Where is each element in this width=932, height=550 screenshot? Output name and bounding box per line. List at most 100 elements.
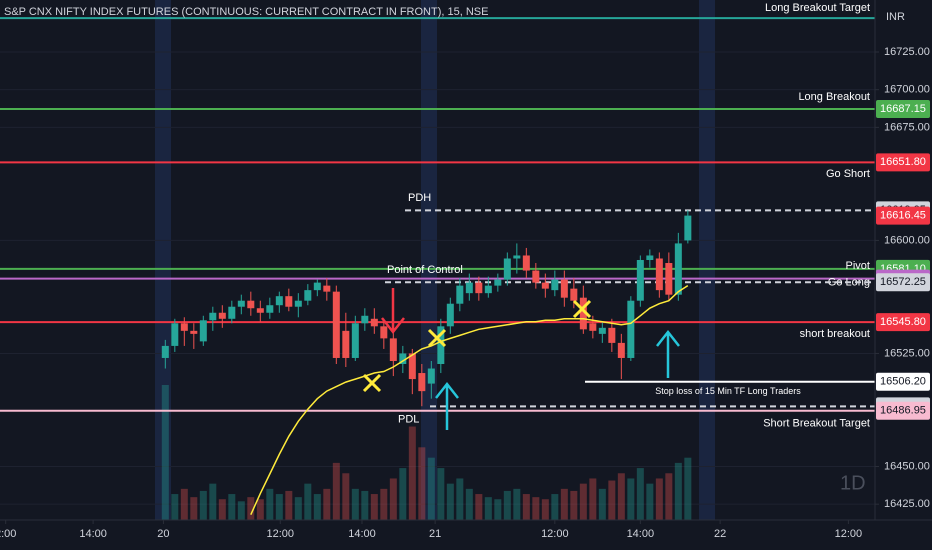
- price-tag: [876, 401, 930, 420]
- volume-bar: [361, 490, 369, 520]
- session-band: [699, 0, 715, 520]
- level-label: Go Short: [826, 168, 870, 180]
- level-label: Long Breakout Target: [765, 2, 870, 14]
- candle-body: [427, 368, 435, 384]
- volume-bar: [161, 385, 169, 520]
- x-tick-label: 12:00: [541, 528, 569, 540]
- candle-body: [532, 270, 540, 283]
- candle-body: [361, 315, 369, 324]
- price-tag-label: 16616.45: [880, 210, 926, 222]
- candle-body: [570, 288, 578, 301]
- volume-bar: [294, 497, 302, 520]
- volume-bar: [570, 490, 578, 520]
- candle-body: [342, 330, 350, 358]
- candle-body: [418, 373, 426, 392]
- volume-bar: [171, 494, 179, 520]
- candle-body: [190, 330, 198, 334]
- volume-bar: [180, 488, 188, 520]
- currency: INR: [886, 11, 905, 23]
- watermark: 1D: [840, 472, 866, 494]
- moving-average: [250, 284, 689, 516]
- candle-body: [209, 312, 217, 321]
- volume-bar: [256, 499, 264, 520]
- up-arrow: [656, 329, 680, 378]
- price-tag: [876, 273, 930, 292]
- volume-bar: [370, 494, 378, 520]
- volume-bar: [446, 483, 454, 520]
- volume-bar: [332, 462, 340, 520]
- y-tick-label: 16600.00: [884, 234, 930, 246]
- level-label: PDL: [398, 413, 419, 425]
- y-tick-label: 16675.00: [884, 121, 930, 133]
- volume-bar: [199, 490, 207, 520]
- price-tag: [876, 206, 930, 225]
- annotations: [362, 288, 680, 430]
- candle-body: [484, 285, 492, 294]
- volume-bar: [209, 483, 217, 520]
- candle-body: [551, 279, 559, 291]
- y-tick-label: 16525.00: [884, 347, 930, 359]
- y-tick-label: 16425.00: [884, 498, 930, 510]
- candle-body: [247, 300, 255, 309]
- candle-body: [513, 255, 521, 259]
- candle-body: [465, 282, 473, 294]
- candle-body: [560, 279, 568, 298]
- x-tick-label: 12:00: [267, 528, 295, 540]
- cross-mark: [362, 373, 382, 393]
- y-tick-label: 16700.00: [884, 84, 930, 96]
- ticks: 16725.00 16700.00 16675.00 16600.00 16525.00…: [0, 46, 930, 540]
- volume-bar: [617, 473, 625, 520]
- x-tick-label: 14:00: [627, 528, 655, 540]
- level-label: Stop loss of 15 Min TF Long Traders: [655, 386, 801, 396]
- candle-body: [180, 323, 188, 331]
- candle-body: [655, 258, 663, 291]
- candle-body: [389, 338, 397, 361]
- down-arrow: [381, 288, 405, 335]
- candle-body: [332, 291, 340, 358]
- x-tick-label: 14:00: [348, 528, 376, 540]
- volume-bar: [190, 497, 198, 520]
- cross-mark: [427, 328, 447, 348]
- volume-bar: [247, 497, 255, 520]
- candle-body: [627, 300, 635, 358]
- candle-body: [598, 327, 606, 334]
- price-tag-label: 16572.25: [880, 276, 926, 288]
- candle-body: [304, 290, 312, 301]
- candle-body: [408, 353, 416, 380]
- volume-bar: [304, 483, 312, 520]
- volume-bar: [513, 488, 521, 520]
- candle-body: [323, 285, 331, 292]
- candle-body: [437, 326, 445, 364]
- volume-bar: [275, 494, 283, 520]
- volume-bar: [218, 499, 226, 520]
- level-label: PDH: [408, 192, 431, 204]
- volume-bar: [522, 494, 530, 520]
- level-label: Point of Control: [387, 264, 463, 276]
- volume-bar: [541, 499, 549, 520]
- candle-body: [228, 306, 236, 319]
- volume-bar: [503, 490, 511, 520]
- price-tags: 16687.1516651.8016619.9516616.4516581.10…: [876, 100, 930, 420]
- candle-body: [218, 312, 226, 319]
- candle-body: [608, 327, 616, 343]
- price-tag-label: 16651.80: [880, 156, 926, 168]
- candle-body: [237, 300, 245, 307]
- candle-body: [199, 320, 207, 342]
- volume-bar: [418, 447, 426, 520]
- volume-bar: [598, 488, 606, 520]
- level-label: Pivot: [846, 260, 870, 272]
- session-band: [421, 0, 437, 520]
- price-tag: [876, 372, 930, 391]
- candle-body: [541, 282, 549, 289]
- candle-body: [446, 303, 454, 327]
- level-label: Long Breakout: [798, 91, 870, 103]
- price-tag-label: 16506.20: [880, 376, 926, 388]
- candle-body: [475, 282, 483, 294]
- candle-body: [351, 323, 359, 358]
- volume-bar: [437, 468, 445, 520]
- volume-bar: [408, 426, 416, 520]
- volume: [161, 385, 692, 520]
- candle-body: [161, 345, 169, 358]
- price-tag-label: 16545.80: [880, 316, 926, 328]
